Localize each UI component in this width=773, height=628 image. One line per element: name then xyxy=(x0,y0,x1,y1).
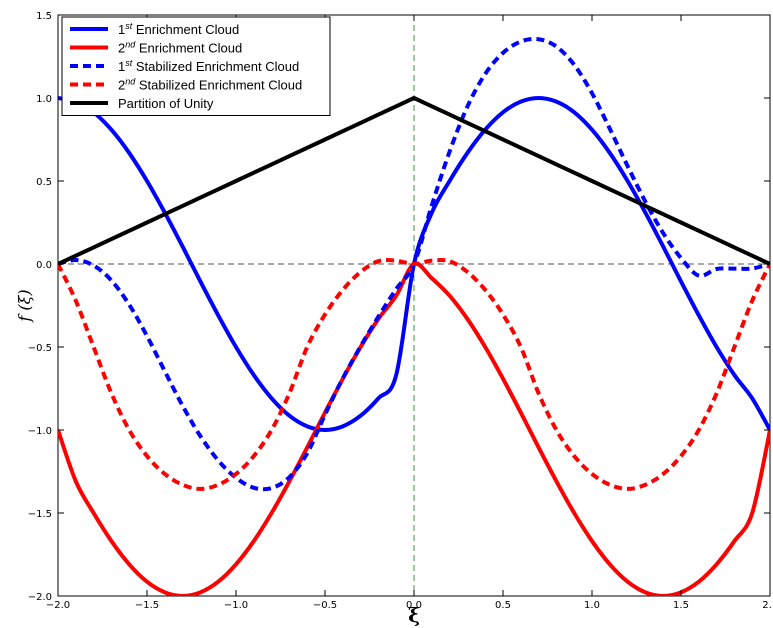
x-tick-label: 0.5 xyxy=(495,600,511,611)
x-tick-label: 2. xyxy=(762,600,772,611)
x-axis-label: ξ xyxy=(408,603,420,627)
legend-entry-3: 1st Stabilized Enrichment Cloud xyxy=(118,58,299,74)
y-axis-label: f (ξ) xyxy=(15,289,34,322)
y-tick-label: 1.0 xyxy=(36,94,52,105)
series-line-5 xyxy=(58,96,770,266)
x-tick-label: −0.5 xyxy=(313,600,337,611)
legend-entry-2: 2nd Enrichment Cloud xyxy=(118,40,242,56)
legend-entry-5: Partition of Unity xyxy=(118,96,214,111)
legend-box xyxy=(61,16,331,116)
x-tick-label: −1.5 xyxy=(135,600,159,611)
legend: 1st Enrichment Cloud 2nd Enrichment Cloud… xyxy=(61,16,331,116)
x-tick-label: 0.0 xyxy=(406,600,422,611)
legend-entry-1: 1st Enrichment Cloud xyxy=(118,21,239,37)
y-tick-label: 0.0 xyxy=(36,260,52,271)
y-tick-label: 0.5 xyxy=(36,177,52,188)
y-tick-label: −0.5 xyxy=(28,343,52,354)
series-line-4 xyxy=(58,258,770,491)
x-tick-label: −1.0 xyxy=(224,600,248,611)
legend-entry-4: 2nd Stabilized Enrichment Cloud xyxy=(118,77,302,93)
x-tick-label: 1.0 xyxy=(584,600,600,611)
x-tick-label: −2.0 xyxy=(46,600,70,611)
x-tick-label: 1.5 xyxy=(673,600,689,611)
y-tick-label: −1.0 xyxy=(28,426,52,437)
y-tick-label: 1.5 xyxy=(36,11,52,22)
y-tick-label: −2.0 xyxy=(28,592,52,603)
y-tick-label: −1.5 xyxy=(28,509,52,520)
